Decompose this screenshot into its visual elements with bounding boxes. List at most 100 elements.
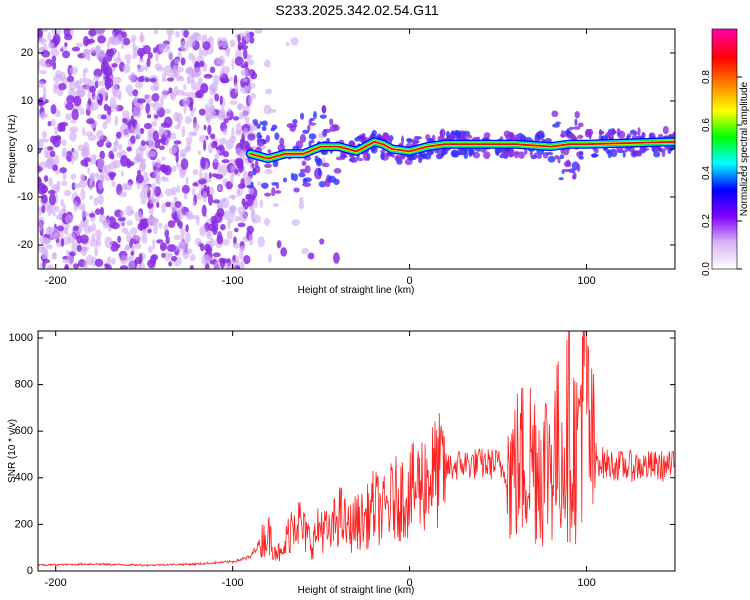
noise-speckle (171, 186, 177, 196)
noise-speckle (39, 160, 47, 169)
noise-speckle (232, 116, 240, 121)
noise-speckle (82, 69, 86, 81)
noise-speckle (276, 240, 282, 249)
noise-speckle (147, 132, 154, 144)
signal-blob (400, 135, 405, 145)
noise-speckle (263, 59, 271, 68)
noise-speckle (41, 138, 50, 143)
noise-speckle (238, 112, 243, 120)
noise-speckle (41, 204, 46, 214)
signal-blob (475, 136, 481, 141)
spectrogram-ytick-label: 10 (21, 95, 33, 107)
noise-speckle (118, 217, 126, 222)
noise-speckle (66, 95, 75, 104)
noise-speckle (56, 29, 62, 35)
noise-speckle (333, 252, 340, 264)
noise-speckle (38, 98, 43, 107)
noise-speckle (173, 196, 178, 203)
noise-speckle (268, 108, 277, 113)
noise-speckle (243, 85, 251, 93)
noise-speckle (198, 134, 207, 143)
noise-speckle (54, 186, 61, 191)
noise-speckle (39, 69, 48, 75)
noise-speckle (88, 29, 97, 37)
noise-speckle (55, 135, 62, 141)
signal-blob (356, 135, 364, 140)
noise-speckle (129, 210, 135, 215)
noise-speckle (242, 48, 248, 60)
noise-speckle (55, 214, 62, 220)
noise-speckle (231, 58, 235, 70)
noise-speckle (73, 80, 82, 89)
noise-speckle (206, 111, 213, 122)
noise-speckle (203, 254, 210, 261)
noise-speckle (229, 39, 236, 48)
noise-speckle (39, 236, 47, 244)
noise-speckle (147, 215, 156, 227)
signal-blob (261, 182, 269, 189)
noise-speckle (239, 149, 249, 161)
noise-speckle (212, 199, 221, 204)
noise-speckle (163, 224, 169, 232)
signal-blob (261, 120, 268, 127)
noise-speckle (84, 131, 93, 137)
signal-blob (536, 154, 543, 159)
spectrogram-ytick-label: -10 (17, 191, 33, 203)
noise-speckle (69, 126, 79, 133)
noise-speckle (259, 199, 263, 208)
noise-speckle (197, 150, 201, 156)
noise-speckle (105, 264, 112, 269)
noise-speckle (257, 181, 262, 186)
noise-speckle (130, 135, 136, 144)
noise-speckle (69, 66, 78, 75)
signal-blob (350, 156, 359, 163)
noise-speckle (112, 76, 122, 84)
spectrogram-ytick-label: -20 (17, 239, 33, 251)
noise-speckle (71, 108, 79, 121)
noise-speckle (180, 158, 189, 170)
signal-blob (508, 132, 514, 137)
noise-speckle (79, 107, 85, 116)
noise-speckle (177, 119, 182, 128)
noise-speckle (139, 262, 146, 269)
noise-speckle (107, 105, 112, 116)
signal-blob (265, 134, 270, 143)
noise-speckle (135, 235, 142, 242)
signal-blob (530, 154, 537, 160)
noise-speckle (91, 233, 96, 241)
noise-speckle (285, 41, 290, 47)
signal-blob (558, 177, 564, 181)
noise-speckle (48, 189, 56, 195)
noise-speckle (87, 91, 91, 100)
noise-speckle (49, 42, 55, 50)
noise-speckle (70, 119, 77, 124)
noise-speckle (72, 263, 80, 269)
noise-speckle (77, 202, 86, 210)
noise-speckle (94, 208, 101, 215)
noise-speckle (248, 95, 253, 106)
noise-speckle (38, 182, 47, 195)
signal-blob (309, 122, 317, 126)
noise-speckle (299, 196, 304, 204)
signal-blob (562, 147, 570, 156)
noise-speckle (56, 225, 64, 232)
noise-speckle (54, 82, 59, 91)
noise-speckle (117, 143, 123, 151)
noise-speckle (202, 191, 208, 203)
noise-speckle (179, 168, 186, 179)
signal-blob (307, 124, 311, 132)
noise-speckle (55, 169, 61, 175)
signal-blob (310, 139, 315, 144)
noise-speckle (82, 246, 88, 253)
noise-speckle (126, 146, 132, 152)
signal-blob (313, 111, 317, 120)
noise-speckle (111, 83, 119, 96)
noise-speckle (43, 146, 49, 159)
noise-speckle (229, 158, 236, 164)
noise-speckle (232, 242, 241, 249)
noise-speckle (62, 50, 71, 59)
noise-speckle (70, 173, 77, 180)
noise-speckle (225, 49, 231, 57)
noise-speckle (179, 204, 184, 211)
noise-speckle (146, 57, 151, 68)
